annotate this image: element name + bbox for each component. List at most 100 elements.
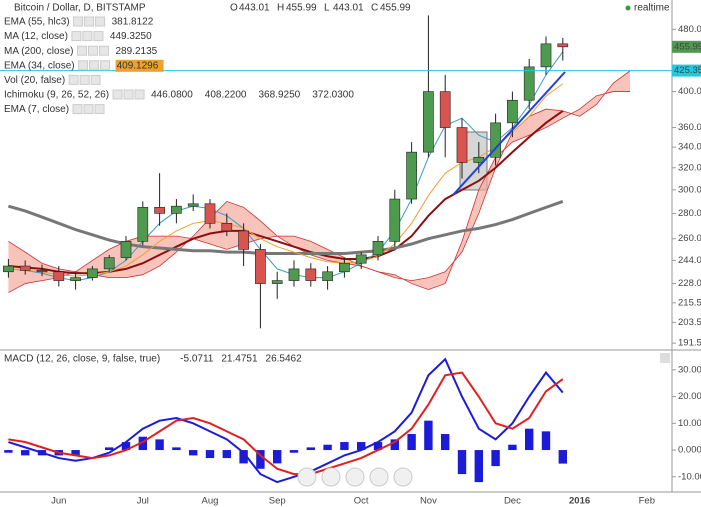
indicator-line (8, 51, 564, 282)
histogram-bar (71, 450, 80, 456)
candle-body (456, 127, 468, 163)
legend-button[interactable] (123, 89, 134, 100)
legend-button[interactable] (78, 60, 89, 71)
histogram-bar (138, 436, 147, 451)
candle-body (305, 268, 317, 281)
scroll-right-button[interactable] (393, 467, 413, 487)
candle-body (507, 99, 518, 124)
y-tick-label: 0.0000 (678, 445, 701, 456)
legend-button[interactable] (89, 60, 100, 71)
y-tick-label: 10.0000 (678, 418, 701, 429)
y-tick-label: -10.0000 (678, 471, 701, 482)
reset-button[interactable] (345, 467, 365, 487)
legend-button[interactable] (76, 45, 87, 56)
candle-body (255, 249, 266, 284)
candle-body (70, 277, 81, 281)
histogram-bar (289, 450, 299, 453)
legend-button[interactable] (95, 16, 106, 27)
legend-button[interactable] (87, 45, 98, 56)
candle-body (288, 268, 300, 281)
histogram-bar (155, 439, 164, 451)
zoom-in-button[interactable] (369, 467, 389, 487)
histogram-bar (21, 450, 30, 456)
y-tick-label: 191.50 (678, 338, 701, 349)
histogram-bar (256, 450, 265, 469)
macd-legend-value: -5.0711 (180, 354, 214, 365)
overlays: 480.00 400.00 360.00 340.00 320.00 300.00 280.… (51, 24, 701, 507)
realtime-dot (625, 5, 631, 11)
histogram-bar (172, 447, 181, 451)
candle-body (204, 203, 216, 224)
legend-value: 289.2135 (115, 46, 157, 57)
ohlc-value: 443.01 (239, 3, 270, 14)
candle-body (339, 262, 350, 273)
legend-button[interactable] (94, 104, 105, 115)
legend-button[interactable] (93, 31, 104, 42)
legend-label: EMA (34, close) (4, 60, 75, 71)
x-tick-label: Jun (51, 496, 66, 507)
ohlc-label: H (277, 3, 284, 14)
macd-legend-value: 21.4751 (221, 354, 258, 365)
legend-button[interactable] (112, 89, 123, 100)
ohlc-value: 443.01 (333, 3, 364, 14)
legend-label: MA (200, close) (4, 46, 73, 57)
legend-button[interactable] (84, 16, 95, 27)
legend-button[interactable] (82, 31, 93, 42)
cloud-segment (613, 70, 630, 92)
candle-body (36, 270, 48, 273)
cloud-segment (260, 220, 278, 239)
histogram-bar (558, 450, 567, 464)
legend-button[interactable] (90, 74, 101, 85)
histogram-bar (222, 450, 231, 459)
y-tick-label: 320.00 (678, 162, 701, 173)
candle-body (322, 271, 333, 281)
candle-body (53, 271, 65, 281)
legend-button[interactable] (98, 45, 109, 56)
macd-line (8, 371, 564, 476)
candle-body (271, 280, 283, 284)
y-tick-label: 400.00 (678, 86, 701, 97)
ohlc-value: 455.99 (286, 3, 317, 14)
candle-body (355, 254, 367, 264)
legend-label: MA (12, close) (4, 31, 68, 42)
histogram-bar (121, 442, 131, 451)
scroll-left-button[interactable] (297, 467, 317, 487)
legend-button[interactable] (72, 104, 83, 115)
candle-body (120, 241, 132, 258)
legend-button[interactable] (79, 74, 90, 85)
histogram-bar (105, 447, 114, 451)
candle-body (490, 122, 501, 158)
legend-button[interactable] (100, 60, 111, 71)
candle-body (372, 241, 384, 256)
legend-button[interactable] (134, 89, 145, 100)
zoom-out-button[interactable] (321, 467, 341, 487)
x-tick-label: 2016 (569, 496, 590, 507)
cloud-segment (210, 201, 227, 250)
histogram-bar (239, 450, 248, 464)
cloud-segment (512, 116, 530, 143)
candle-body (238, 230, 249, 250)
candle-body (103, 257, 115, 270)
x-tick-label: Dec (504, 496, 521, 507)
x-tick-label: Feb (639, 496, 655, 507)
legend-button[interactable] (71, 31, 82, 42)
legend-button[interactable] (73, 16, 84, 27)
histogram-bar (491, 450, 500, 467)
cloud-segment (579, 95, 597, 117)
last-price-label: 455.99 (674, 41, 701, 52)
legend-button[interactable] (68, 74, 79, 85)
chart-title: Bitcoin / Dollar, D, BITSTAMP (14, 3, 146, 14)
candle-body (154, 207, 165, 214)
candle-body (439, 91, 451, 128)
maximize-button[interactable] (660, 353, 670, 363)
legend-value: 408.2200 (205, 90, 247, 101)
histogram-bar (306, 447, 315, 451)
y-tick-label: 480.00 (678, 24, 701, 35)
histogram-bar (373, 442, 383, 451)
x-tick-label: Nov (420, 496, 437, 507)
y-tick-label: 203.50 (678, 317, 701, 328)
histogram-bar (189, 450, 198, 456)
price-tag (672, 64, 701, 77)
legend-button[interactable] (83, 104, 94, 115)
x-tick-label: Sep (269, 496, 286, 507)
